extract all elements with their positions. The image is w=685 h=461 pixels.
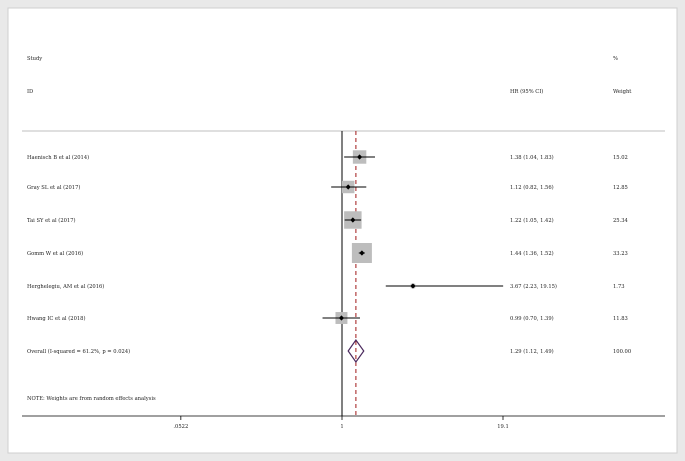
overall-hr-label: 1.29 (1.12, 1.49) xyxy=(510,348,554,355)
study-weight-label: 12.85 xyxy=(613,185,628,191)
x-tick-label: 19.1 xyxy=(497,424,509,430)
study-point-estimate xyxy=(345,184,351,190)
study-hr-label: 0.99 (0.70, 1.39) xyxy=(510,315,554,322)
header-hr-label: HR (95% CI) xyxy=(510,88,543,95)
x-tick-label: 1 xyxy=(340,424,343,430)
study-point-estimate xyxy=(356,154,363,160)
study-hr-label: 1.12 (0.82, 1.56) xyxy=(510,184,554,191)
study-weight-label: 15.02 xyxy=(613,155,628,161)
study-id-label: Herghelegiu, AM et al (2016) xyxy=(27,283,104,290)
header-percent-label: % xyxy=(613,56,618,62)
study-point-estimate xyxy=(410,283,416,289)
x-axis-ticks: .0522 1 19.1 xyxy=(173,416,509,430)
study-id-label: Hwang IC et al (2018) xyxy=(27,315,86,322)
overall-id-label: Overall (I-squared = 61.2%, p = 0.024) xyxy=(27,348,130,355)
study-weight-label: 1.73 xyxy=(613,284,625,290)
study-hr-label: 1.38 (1.04, 1.83) xyxy=(510,154,554,161)
study-point-estimate xyxy=(350,217,356,223)
overall-diamond xyxy=(347,338,365,364)
header-study-label: Study xyxy=(27,56,42,62)
study-id-label: Haenisch B et al (2014) xyxy=(27,154,89,161)
study-hr-label: 1.22 (1.05, 1.42) xyxy=(510,217,554,224)
study-weight-label: 25.34 xyxy=(613,218,629,224)
study-point-estimate xyxy=(338,315,345,321)
study-hr-label: 3.67 (2.23, 19.15) xyxy=(510,283,557,290)
study-hr-label: 1.44 (1.36, 1.52) xyxy=(510,250,554,257)
note-text: NOTE: Weights are from random effects an… xyxy=(27,396,156,402)
study-weight-label: 11.83 xyxy=(613,316,628,322)
study-id-label: Gray SL et al (2017) xyxy=(27,184,80,191)
x-tick-label: .0522 xyxy=(173,424,188,430)
study-point-estimate xyxy=(359,250,365,256)
header-id-label: ID xyxy=(27,89,33,95)
forest-marks: Haenisch B et al (2014) 1.38 (1.04, 1.83)… xyxy=(27,131,631,416)
study-weight-label: 33.23 xyxy=(613,251,628,257)
study-id-label: Gomm W et al (2016) xyxy=(27,250,83,257)
overall-weight-label: 100.00 xyxy=(613,349,631,355)
study-id-label: Tai SY et al (2017) xyxy=(27,217,76,224)
header-weight-label: Weight xyxy=(613,89,632,95)
